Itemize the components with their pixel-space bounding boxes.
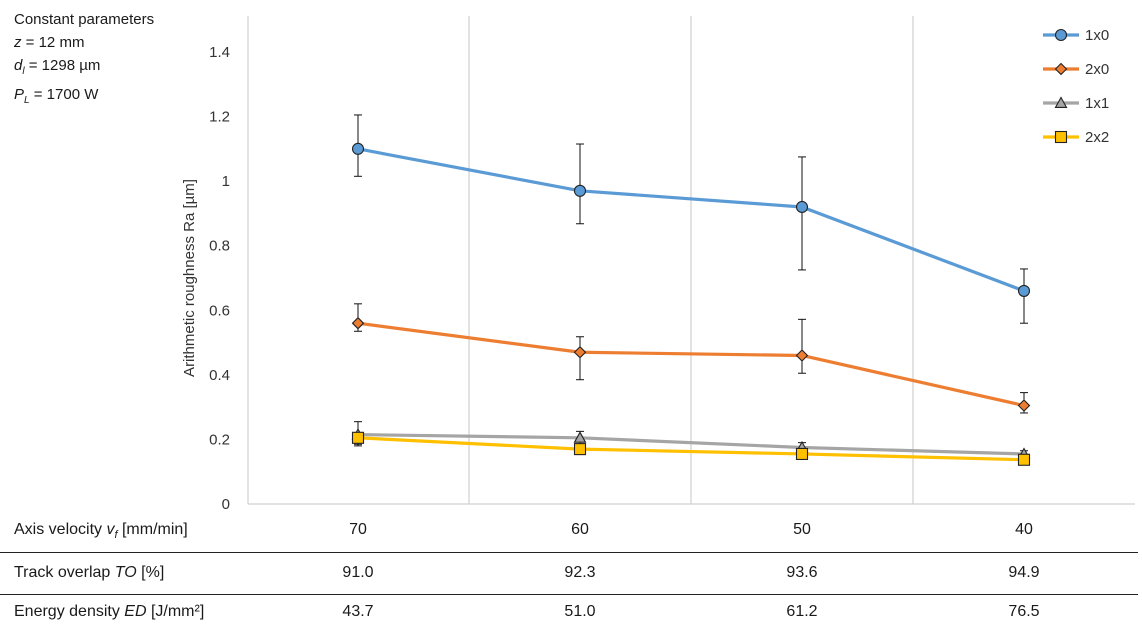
data-point xyxy=(573,443,587,456)
energy-row-label: Energy density ED [J/mm²] xyxy=(14,603,205,620)
energy-value: 61.2 xyxy=(786,603,818,620)
y-tick-label: 1 xyxy=(222,173,230,190)
data-point xyxy=(1054,96,1068,108)
data-point xyxy=(573,431,587,443)
data-point xyxy=(573,184,587,197)
energy-value: 43.7 xyxy=(342,603,374,620)
y-tick-label: 0 xyxy=(222,496,230,513)
legend-label: 1x1 xyxy=(1085,95,1109,112)
data-point xyxy=(795,349,809,362)
legend-label: 2x0 xyxy=(1085,61,1109,78)
data-point xyxy=(1017,453,1031,466)
data-point xyxy=(351,316,365,330)
velocity-row-label: Axis velocity vf [mm/min] xyxy=(14,521,188,542)
param-p: PL = 1700 W xyxy=(14,86,99,106)
constant-parameters-box: Constant parameters z = 12 mm dl = 1298 … xyxy=(14,8,154,112)
series-line-1x1 xyxy=(357,432,1025,456)
y-tick-label: 0.4 xyxy=(209,367,230,384)
overlap-value: 92.3 xyxy=(564,564,596,581)
overlap-row-label: Track overlap TO [%] xyxy=(14,564,165,581)
series-line-1x0 xyxy=(357,147,1025,293)
params-heading: Constant parameters xyxy=(14,11,155,28)
data-point xyxy=(1017,399,1031,412)
data-point xyxy=(1017,284,1031,297)
legend-label: 2x2 xyxy=(1085,129,1109,146)
velocity-value: 60 xyxy=(571,521,589,538)
table-divider xyxy=(0,552,1138,553)
param-d: dl = 1298 µm xyxy=(14,57,101,77)
y-tick-label: 0.6 xyxy=(209,302,230,319)
velocity-value: 50 xyxy=(793,521,811,538)
energy-value: 51.0 xyxy=(564,603,596,620)
y-axis-title: Arithmetic roughness Ra [µm] xyxy=(181,179,198,377)
data-point xyxy=(351,142,365,155)
energy-value: 76.5 xyxy=(1008,603,1040,620)
data-point xyxy=(1054,130,1068,144)
data-point xyxy=(573,345,587,359)
data-point xyxy=(1054,62,1068,76)
overlap-value: 94.9 xyxy=(1008,564,1040,581)
y-tick-label: 0.2 xyxy=(209,431,230,448)
series-line-2x0 xyxy=(357,321,1025,408)
param-z: z = 12 mm xyxy=(14,34,85,51)
y-tick-label: 1.4 xyxy=(209,44,230,61)
y-tick-label: 1.2 xyxy=(209,109,230,126)
y-tick-label: 0.8 xyxy=(209,238,230,255)
legend-label: 1x0 xyxy=(1085,27,1109,44)
velocity-value: 40 xyxy=(1015,521,1033,538)
table-divider xyxy=(0,594,1138,595)
series-line-2x2 xyxy=(357,436,1025,462)
data-point xyxy=(1054,28,1068,42)
overlap-value: 91.0 xyxy=(342,564,374,581)
velocity-value: 70 xyxy=(349,521,367,538)
data-point xyxy=(795,447,809,461)
data-point xyxy=(795,200,809,214)
overlap-value: 93.6 xyxy=(786,564,818,581)
data-point xyxy=(351,431,365,444)
